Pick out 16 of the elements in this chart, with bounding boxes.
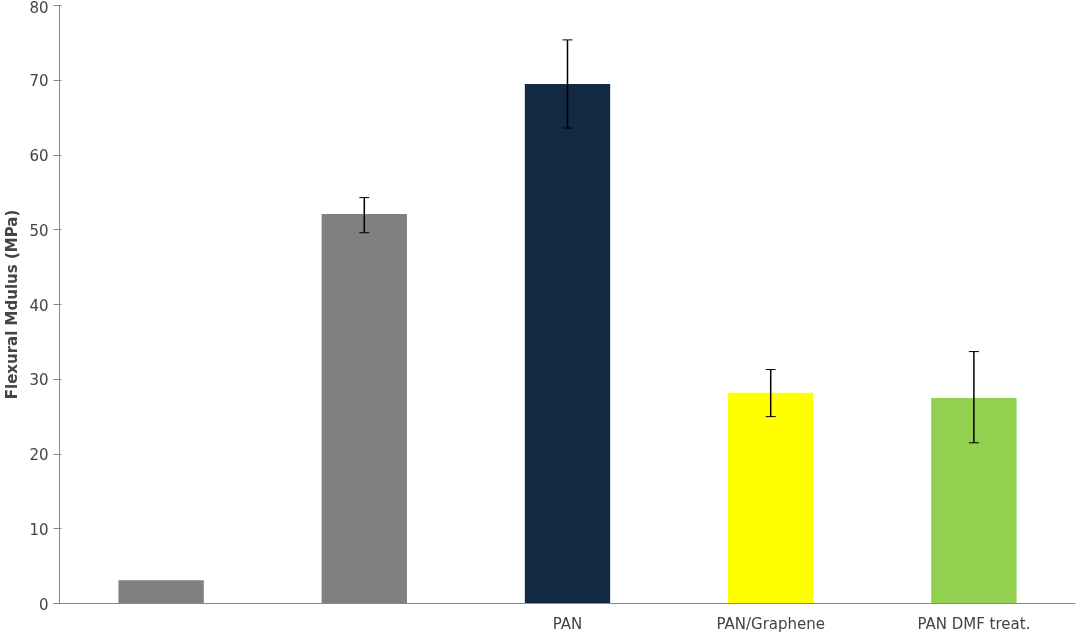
y-axis-title: Flexural Mdulus (MPa) xyxy=(3,209,22,400)
y-tick-label: 80 xyxy=(29,0,49,17)
y-tick-label: 50 xyxy=(29,221,49,240)
y-tick-label: 0 xyxy=(38,595,49,614)
y-tick-label: 40 xyxy=(29,296,49,315)
bar xyxy=(728,392,814,604)
bar xyxy=(931,397,1017,604)
bar xyxy=(524,83,611,604)
y-tick-label: 20 xyxy=(29,446,49,464)
y-tick-label: 10 xyxy=(29,520,49,539)
x-tick-label: PAN xyxy=(552,614,583,633)
x-tick-label: PAN/Graphene xyxy=(716,614,826,633)
y-tick-label: 30 xyxy=(29,371,49,390)
y-tick-label: 60 xyxy=(29,147,49,165)
y-tick-label: 70 xyxy=(29,72,49,91)
x-tick-label: PAN DMF treat. xyxy=(917,614,1031,633)
